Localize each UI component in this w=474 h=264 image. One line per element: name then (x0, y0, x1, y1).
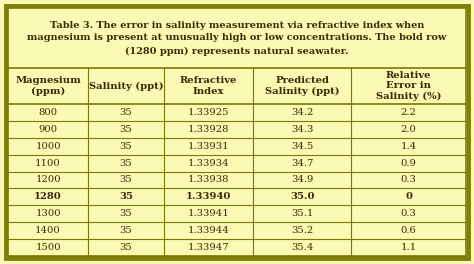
Text: 1400: 1400 (35, 226, 61, 235)
Text: 1280: 1280 (34, 192, 62, 201)
Text: 35: 35 (119, 209, 132, 218)
Text: 1200: 1200 (35, 176, 61, 185)
Text: 35: 35 (119, 243, 132, 252)
Text: Relative
Error in
Salinity (%): Relative Error in Salinity (%) (376, 71, 441, 101)
Text: 2.2: 2.2 (401, 108, 417, 117)
Text: 35.2: 35.2 (291, 226, 313, 235)
Text: 35: 35 (119, 142, 132, 151)
Text: 34.9: 34.9 (291, 176, 313, 185)
Text: 1.33941: 1.33941 (188, 209, 229, 218)
Text: 35.4: 35.4 (291, 243, 313, 252)
Text: 900: 900 (38, 125, 58, 134)
Text: 1.1: 1.1 (401, 243, 417, 252)
Text: 1.33938: 1.33938 (188, 176, 229, 185)
Text: Refractive
Index: Refractive Index (180, 76, 237, 96)
Text: 0.6: 0.6 (401, 226, 417, 235)
Text: Salinity (ppt): Salinity (ppt) (89, 81, 163, 91)
Text: 35: 35 (119, 159, 132, 168)
Text: 34.3: 34.3 (291, 125, 313, 134)
Text: magnesium is present at unusually high or low concentrations. The bold row: magnesium is present at unusually high o… (27, 34, 447, 43)
Text: 1000: 1000 (35, 142, 61, 151)
Text: 1100: 1100 (35, 159, 61, 168)
Text: 1.33928: 1.33928 (188, 125, 229, 134)
Text: 0.3: 0.3 (401, 209, 417, 218)
Text: 1.33925: 1.33925 (188, 108, 229, 117)
Text: 1.33934: 1.33934 (188, 159, 229, 168)
Text: Table 3. The error in salinity measurement via refractive index when: Table 3. The error in salinity measureme… (50, 21, 424, 30)
Text: 35.0: 35.0 (290, 192, 315, 201)
Text: 1300: 1300 (35, 209, 61, 218)
Text: 1.33931: 1.33931 (188, 142, 229, 151)
Text: 800: 800 (38, 108, 58, 117)
Text: 1.4: 1.4 (401, 142, 417, 151)
Text: 35: 35 (119, 192, 133, 201)
Text: 35: 35 (119, 226, 132, 235)
Text: 1.33940: 1.33940 (186, 192, 231, 201)
Text: 35.1: 35.1 (291, 209, 313, 218)
Text: Magnesium
(ppm): Magnesium (ppm) (15, 76, 81, 96)
Text: 2.0: 2.0 (401, 125, 417, 134)
Text: 35: 35 (119, 125, 132, 134)
Text: Predicted
Salinity (ppt): Predicted Salinity (ppt) (265, 76, 339, 96)
Text: 1.33947: 1.33947 (188, 243, 229, 252)
Text: 1500: 1500 (35, 243, 61, 252)
Text: 0.9: 0.9 (401, 159, 417, 168)
Text: 1.33944: 1.33944 (188, 226, 229, 235)
Text: (1280 ppm) represents natural seawater.: (1280 ppm) represents natural seawater. (125, 46, 349, 55)
Text: 34.5: 34.5 (291, 142, 313, 151)
Text: 35: 35 (119, 176, 132, 185)
Text: 0.3: 0.3 (401, 176, 417, 185)
Text: 0: 0 (405, 192, 412, 201)
Text: 35: 35 (119, 108, 132, 117)
Text: 34.2: 34.2 (291, 108, 313, 117)
Text: 34.7: 34.7 (291, 159, 313, 168)
